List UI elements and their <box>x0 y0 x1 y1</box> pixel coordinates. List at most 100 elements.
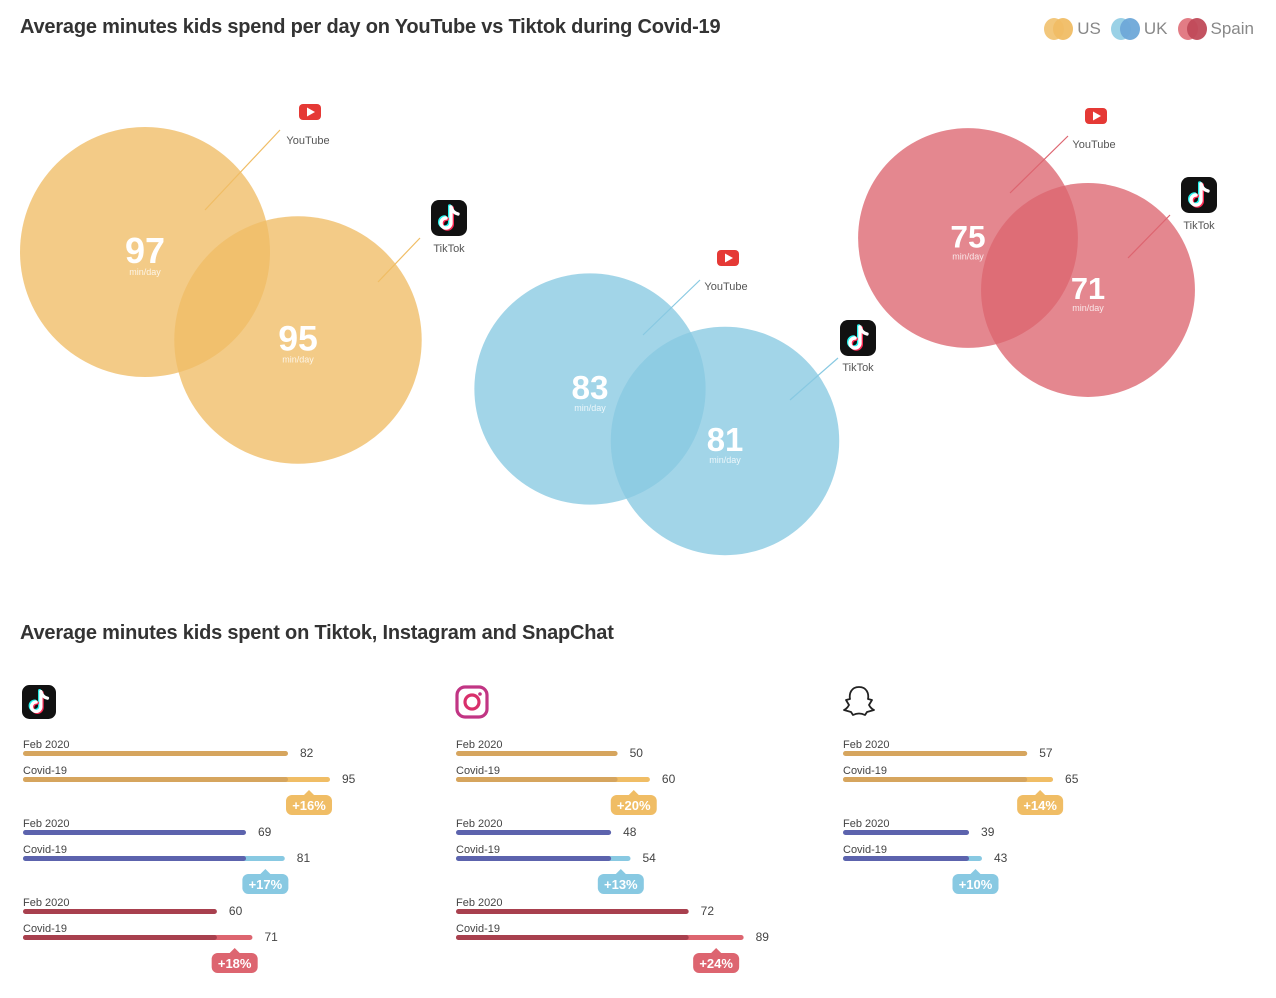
bar-covid-base-snapchat-us <box>843 777 1028 782</box>
bar-feb-snapchat-uk <box>843 830 970 835</box>
badge-label-tiktok-uk: +17% <box>249 877 283 892</box>
legend-item-uk: UK <box>1110 18 1168 40</box>
value-youtube-spain: 75 <box>950 218 985 254</box>
value-feb-tiktok-us: 82 <box>300 746 314 760</box>
badge-label-instagram-spain: +24% <box>699 956 733 971</box>
bar-covid-base-instagram-uk <box>456 856 612 861</box>
instagram-icon <box>455 685 489 719</box>
leader-youtube-uk <box>642 279 701 336</box>
bar-covid-base-instagram-us <box>456 777 618 782</box>
period-label-feb: Feb 2020 <box>23 897 69 909</box>
value-covid-tiktok-uk: 81 <box>297 851 311 865</box>
label-youtube-us: YouTube <box>286 135 329 147</box>
unit-tiktok-uk: min/day <box>709 455 741 465</box>
tiktok-icon-tail <box>449 205 460 216</box>
bar-feb-instagram-us <box>456 751 618 756</box>
value-feb-tiktok-uk: 69 <box>258 825 272 839</box>
value-covid-instagram-spain: 89 <box>756 930 770 944</box>
badge-label-instagram-us: +20% <box>617 798 651 813</box>
snapchat-icon <box>843 686 875 716</box>
label-tiktok-spain: TikTok <box>1183 220 1215 232</box>
leader-tiktok-us <box>377 237 421 283</box>
bar-group-instagram: Feb 2020 50 Covid-19 60 +20% Feb 2020 48 Covid-… <box>456 739 769 973</box>
value-youtube-us: 97 <box>125 230 165 271</box>
badge-tiktok-uk <box>242 874 289 894</box>
badge-snapchat-uk <box>952 874 999 894</box>
tiktok-icon-tail <box>858 325 869 336</box>
leader-tiktok-spain <box>1127 214 1171 259</box>
badge-snapchat-us <box>1017 795 1064 815</box>
youtube-icon <box>717 250 739 266</box>
youtube-icon-play <box>1093 111 1101 121</box>
period-label-covid: Covid-19 <box>456 923 500 935</box>
badge-label-tiktok-us: +16% <box>292 798 326 813</box>
value-covid-tiktok-spain: 71 <box>264 930 278 944</box>
badge-label-tiktok-spain: +18% <box>218 956 252 971</box>
bar-group-snapchat: Feb 2020 57 Covid-19 65 +14% Feb 2020 39 Covid-… <box>843 739 1079 894</box>
period-label-covid: Covid-19 <box>23 844 67 856</box>
badge-label-snapchat-uk: +10% <box>959 877 993 892</box>
instagram-icon-dot <box>478 692 482 696</box>
value-tiktok-uk: 81 <box>707 421 744 458</box>
unit-tiktok-spain: min/day <box>1072 303 1104 313</box>
period-label-feb: Feb 2020 <box>456 739 502 751</box>
leader-tiktok-uk <box>789 357 839 401</box>
bubble-tiktok-spain <box>981 183 1195 397</box>
period-label-covid: Covid-19 <box>23 923 67 935</box>
tiktok-icon-note <box>1189 182 1203 207</box>
value-feb-snapchat-uk: 39 <box>981 825 995 839</box>
bar-group-tiktok: Feb 2020 82 Covid-19 95 +16% Feb 2020 69 Covid-… <box>23 739 356 973</box>
legend-swatch-spain <box>1177 18 1208 40</box>
youtube-icon-play <box>725 253 733 263</box>
badge-label-instagram-uk: +13% <box>604 877 638 892</box>
legend-item-spain: Spain <box>1177 18 1254 40</box>
bar-feb-tiktok-uk <box>23 830 246 835</box>
bar-feb-tiktok-us <box>23 751 288 756</box>
badge-pointer-snapchat-uk <box>970 869 981 874</box>
tiktok-icon <box>840 320 876 356</box>
period-label-feb: Feb 2020 <box>23 818 69 830</box>
tiktok-icon-note <box>29 690 43 714</box>
value-tiktok-us: 95 <box>278 319 318 359</box>
period-label-covid: Covid-19 <box>23 765 67 777</box>
label-youtube-uk: YouTube <box>704 281 747 293</box>
label-tiktok-us: TikTok <box>433 243 465 255</box>
badge-pointer-snapchat-us <box>1035 790 1046 795</box>
bar-feb-instagram-spain <box>456 909 689 914</box>
bar-covid-base-tiktok-us <box>23 777 288 782</box>
chart-title-bottom: Average minutes kids spent on Tiktok, In… <box>20 622 614 644</box>
unit-youtube-us: min/day <box>129 267 161 277</box>
value-covid-tiktok-us: 95 <box>342 772 356 786</box>
badge-pointer-instagram-spain <box>711 948 722 953</box>
period-label-covid: Covid-19 <box>843 844 887 856</box>
badge-tiktok-spain <box>211 953 258 973</box>
legend: US UK Spain <box>1038 18 1254 40</box>
badge-tiktok-us <box>286 795 333 815</box>
badge-instagram-uk <box>597 874 644 894</box>
period-label-feb: Feb 2020 <box>23 739 69 751</box>
label-tiktok-uk: TikTok <box>842 362 874 374</box>
unit-youtube-spain: min/day <box>952 251 984 261</box>
value-feb-instagram-uk: 48 <box>623 825 637 839</box>
bar-covid-base-tiktok-uk <box>23 856 246 861</box>
bar-feb-tiktok-spain <box>23 909 217 914</box>
bar-covid-base-instagram-spain <box>456 935 689 940</box>
legend-label-spain: Spain <box>1210 19 1254 38</box>
legend-item-us: US <box>1044 18 1101 40</box>
value-covid-snapchat-uk: 43 <box>994 851 1008 865</box>
tiktok-icon <box>431 200 467 236</box>
tiktok-icon-tail <box>39 690 50 700</box>
bubble-tiktok-uk <box>610 326 840 556</box>
legend-label-us: US <box>1077 19 1101 38</box>
badge-pointer-tiktok-spain <box>229 948 240 953</box>
period-label-covid: Covid-19 <box>456 765 500 777</box>
tiktok-icon-tail <box>1199 182 1210 193</box>
tiktok-icon-note <box>848 325 862 350</box>
period-label-covid: Covid-19 <box>843 765 887 777</box>
chart-title-top: Average minutes kids spend per day on Yo… <box>20 16 721 38</box>
bar-feb-snapchat-us <box>843 751 1028 756</box>
legend-label-uk: UK <box>1143 19 1168 38</box>
value-tiktok-spain: 71 <box>1071 271 1105 306</box>
